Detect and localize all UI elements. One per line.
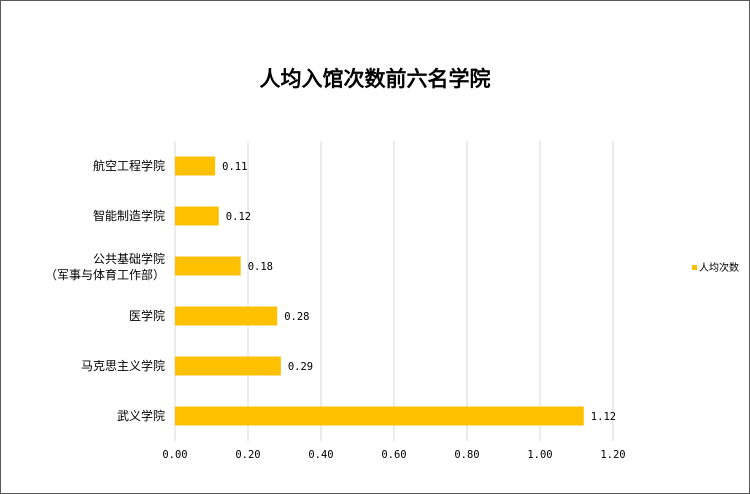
category-label-4: 马克思主义学院 xyxy=(81,358,165,373)
value-label-1: 0.12 xyxy=(226,211,251,223)
bar-2 xyxy=(175,256,241,276)
category-label-2-line-1: 公共基础学院 xyxy=(93,251,165,266)
bar-5 xyxy=(175,406,584,426)
tick-label-2: 0.40 xyxy=(308,449,333,461)
category-label-2-line-2: （军事与体育工作部） xyxy=(45,267,165,282)
value-label-0: 0.11 xyxy=(222,161,247,173)
value-label-4: 0.29 xyxy=(288,361,313,373)
category-label-5: 武义学院 xyxy=(117,408,165,423)
tick-label-4: 0.80 xyxy=(454,449,479,461)
category-label-1: 智能制造学院 xyxy=(93,208,165,223)
value-label-2: 0.18 xyxy=(248,261,273,273)
tick-label-0: 0.00 xyxy=(162,449,187,461)
tick-label-1: 0.20 xyxy=(235,449,260,461)
category-label-0: 航空工程学院 xyxy=(93,158,165,173)
gridlines xyxy=(174,141,614,441)
bars xyxy=(175,156,584,426)
value-labels: 0.11 0.12 0.18 0.28 0.29 1.12 xyxy=(222,161,616,423)
category-label-3: 医学院 xyxy=(129,308,165,323)
tick-label-6: 1.20 xyxy=(600,449,625,461)
legend-label: 人均次数 xyxy=(699,261,739,274)
chart-title: 人均入馆次数前六名学院 xyxy=(260,66,491,91)
legend-swatch xyxy=(692,265,697,270)
value-label-5: 1.12 xyxy=(591,411,616,423)
x-axis-ticks: 0.00 0.20 0.40 0.60 0.80 1.00 1.20 xyxy=(162,449,625,461)
bar-4 xyxy=(175,356,281,376)
legend: 人均次数 xyxy=(692,261,739,274)
tick-label-3: 0.60 xyxy=(381,449,406,461)
bar-1 xyxy=(175,206,219,226)
value-label-3: 0.28 xyxy=(284,311,309,323)
bar-0 xyxy=(175,156,216,176)
bar-3 xyxy=(175,306,278,326)
tick-label-5: 1.00 xyxy=(527,449,552,461)
